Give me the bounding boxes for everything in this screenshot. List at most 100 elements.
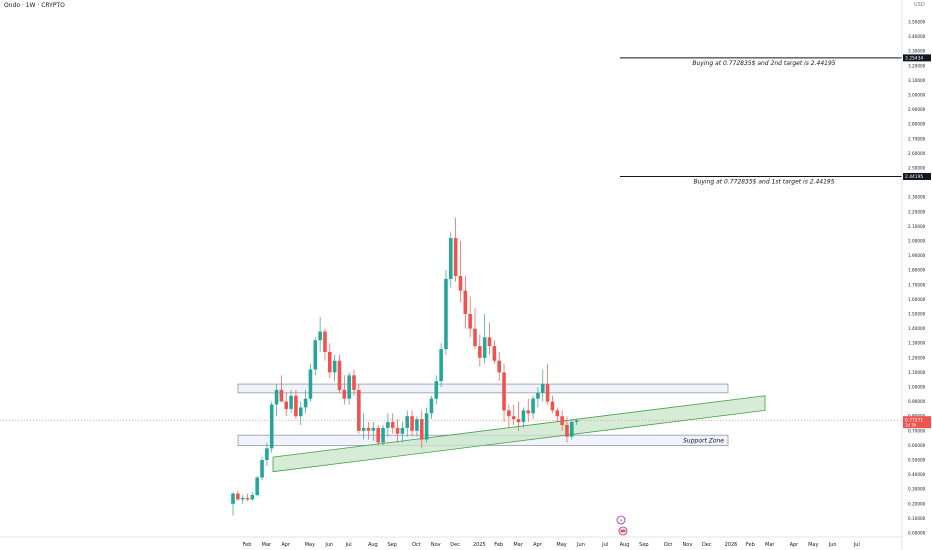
candle	[536, 387, 540, 408]
candle-body	[405, 416, 410, 428]
y-tick-label: 1.10000	[908, 370, 926, 375]
candle-body	[366, 427, 371, 431]
y-tick-label: 2.60000	[908, 151, 926, 156]
target-annotation: Buying at 0.772835$ and 1st target is 2.…	[693, 178, 834, 185]
y-tick-label: 3.50000	[908, 20, 926, 25]
x-tick-label: Nov	[431, 542, 441, 548]
chart-title: Ondo · 1W · CRYPTO	[4, 2, 65, 9]
y-tick-label: 0.90000	[908, 399, 926, 404]
candle	[550, 395, 555, 414]
candle	[347, 372, 351, 405]
y-tick-label: 3.10000	[908, 78, 926, 83]
candle	[419, 410, 424, 449]
candle-body	[429, 398, 434, 414]
x-tick-label: Aug	[368, 542, 378, 548]
x-tick-label: Dec	[450, 542, 460, 548]
y-tick-label: 0.40000	[908, 472, 926, 477]
x-tick-label: Jul	[601, 542, 608, 548]
x-tick-label: Jul	[853, 542, 860, 548]
candle-body	[478, 346, 482, 358]
x-tick-label: Sep	[387, 542, 396, 548]
candle	[453, 217, 458, 282]
candle-body	[449, 238, 453, 279]
y-tick-label: 3.00000	[908, 93, 926, 98]
y-tick-label: 2.30000	[908, 195, 926, 200]
candle-body	[463, 290, 468, 314]
candle	[565, 416, 569, 443]
candle	[357, 384, 361, 434]
candle-body	[308, 369, 313, 399]
candle-body	[245, 497, 250, 500]
candle	[516, 401, 521, 431]
candle-body	[236, 493, 240, 500]
y-tick-label: 2.10000	[908, 224, 926, 229]
x-tick-label: Mar	[513, 542, 523, 548]
candle	[381, 424, 385, 446]
ascending-channel	[272, 395, 766, 473]
candle-body	[497, 360, 501, 373]
y-tick-label: 2.70000	[908, 136, 926, 141]
candle	[478, 334, 482, 367]
candle-body	[482, 337, 487, 358]
candle	[332, 354, 337, 382]
candle-body	[323, 331, 327, 352]
candle-body	[352, 375, 356, 390]
candle-body	[502, 372, 506, 411]
x-tick-label: May	[808, 542, 818, 548]
candle	[250, 492, 255, 501]
candle-body	[444, 278, 448, 350]
y-tick-label: 0.70000	[908, 428, 926, 433]
lightning-icon: ⚡	[619, 518, 623, 524]
candle-body	[545, 384, 550, 402]
x-tick-label: Sep	[639, 542, 648, 548]
y-tick-label: 0.60000	[908, 443, 926, 448]
candle	[410, 410, 414, 437]
candle	[274, 384, 279, 417]
candle-body	[337, 360, 342, 390]
candle-body	[376, 427, 380, 443]
countdown-label: 1d 5h	[905, 423, 917, 428]
currency-label: USD	[914, 2, 925, 8]
candle	[511, 404, 516, 425]
candle	[269, 401, 274, 453]
candle	[415, 416, 419, 437]
candle-body	[531, 398, 535, 414]
candle-body	[550, 401, 555, 411]
x-tick-label: Feb	[243, 542, 252, 548]
candle	[429, 395, 434, 420]
candle-body	[487, 337, 492, 347]
candle	[458, 241, 463, 303]
candle	[468, 296, 472, 338]
y-tick-label: 1.50000	[908, 312, 926, 317]
candle	[449, 232, 453, 288]
candle-body	[361, 427, 366, 431]
candle-body	[507, 410, 511, 417]
price-axis: 0.00000 0.10000 0.20000 0.30000 0.40000 0.500…	[908, 20, 926, 536]
candle-body	[255, 477, 259, 496]
candle	[260, 457, 264, 481]
x-tick-label: Apr	[281, 542, 291, 548]
event-markers[interactable]: ⚡	[616, 515, 628, 536]
candle-body	[269, 404, 274, 449]
y-tick-label: 1.80000	[908, 268, 926, 273]
candle	[284, 392, 289, 417]
candle	[390, 413, 395, 434]
candle	[265, 442, 269, 466]
candle	[376, 424, 380, 446]
candle-body	[303, 398, 308, 408]
candle-body	[468, 314, 472, 329]
candle	[439, 343, 443, 387]
y-tick-label: 3.40000	[908, 34, 926, 39]
candle	[540, 369, 545, 402]
candle-body	[265, 448, 269, 460]
candle-body	[555, 410, 560, 417]
flag-icon	[620, 529, 626, 533]
x-tick-label: Jun	[828, 542, 837, 548]
y-tick-label: 3.30000	[908, 49, 926, 54]
x-tick-label: Oct	[412, 542, 421, 548]
current-price-label: 0.77271	[905, 418, 923, 424]
target-lines: Buying at 0.772835$ and 2nd target is 2.…	[0, 57, 902, 421]
x-tick-label: Feb	[746, 542, 755, 548]
x-tick-label: May	[305, 542, 315, 548]
